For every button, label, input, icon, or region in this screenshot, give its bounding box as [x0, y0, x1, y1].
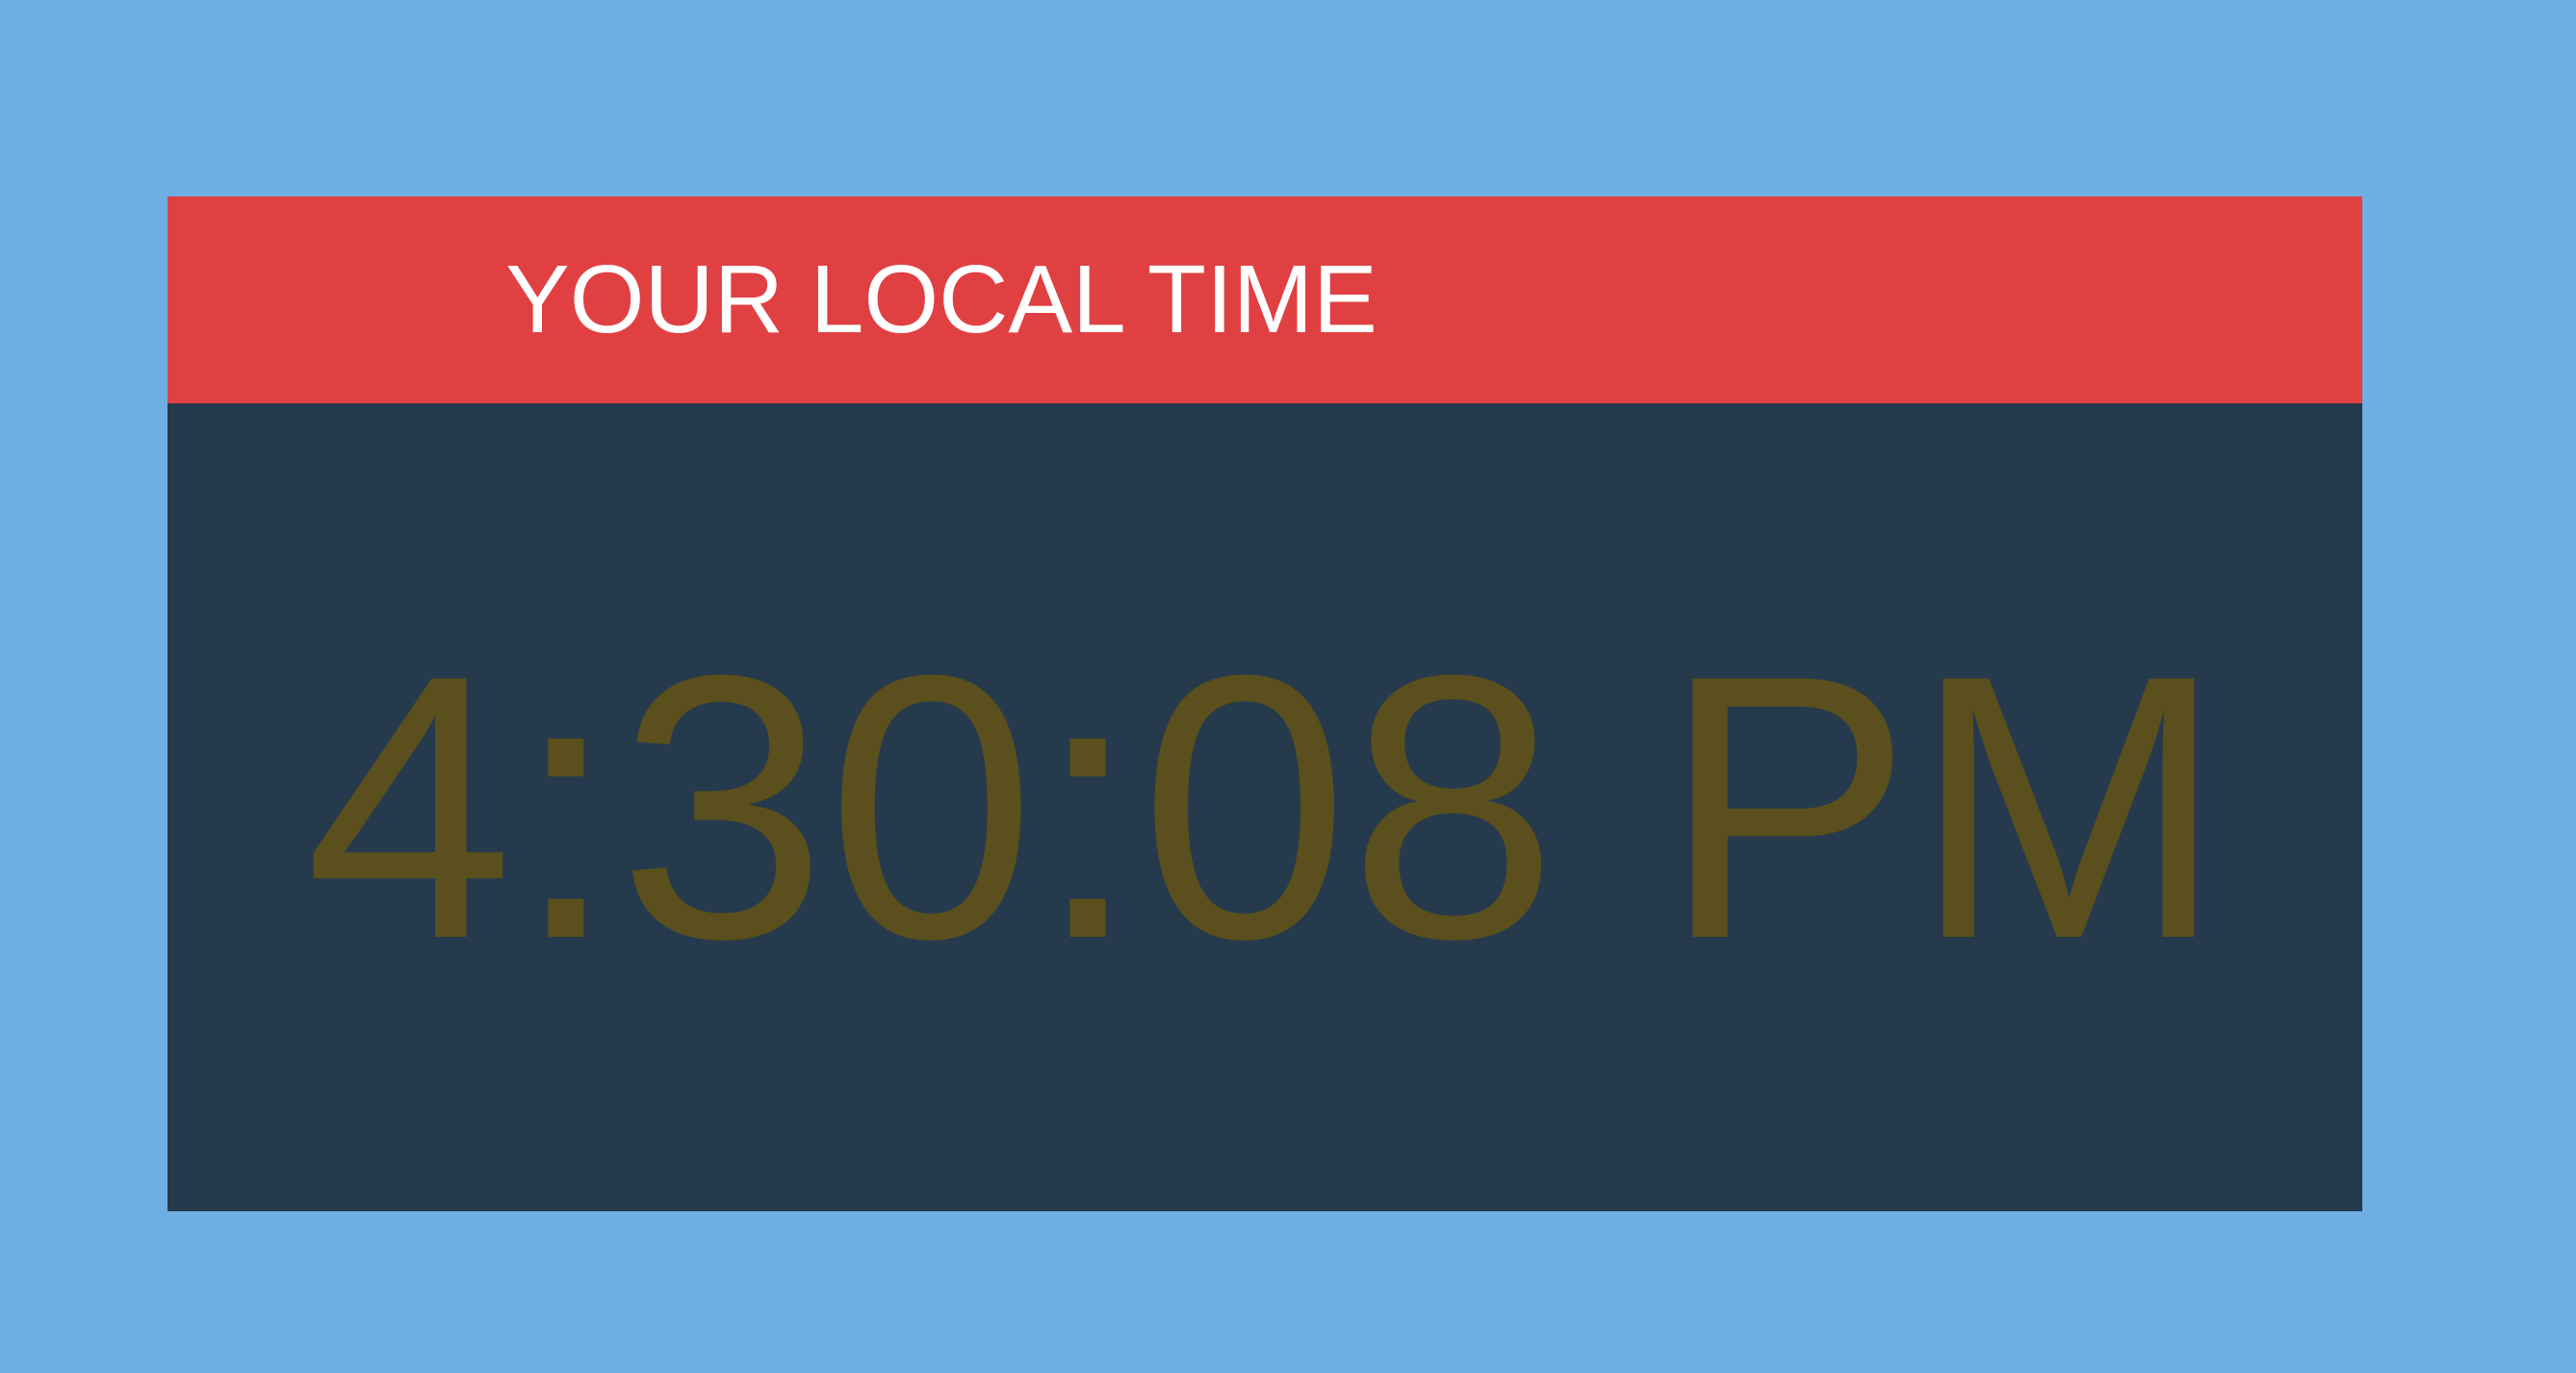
header-title: YOUR LOCAL TIME	[505, 246, 1378, 353]
clock-card: YOUR LOCAL TIME 4:30:08 PM	[167, 196, 2362, 1211]
clock-body: 4:30:08 PM	[167, 403, 2362, 1211]
clock-header: YOUR LOCAL TIME	[167, 196, 2362, 403]
time-display: 4:30:08 PM	[304, 597, 2226, 1017]
